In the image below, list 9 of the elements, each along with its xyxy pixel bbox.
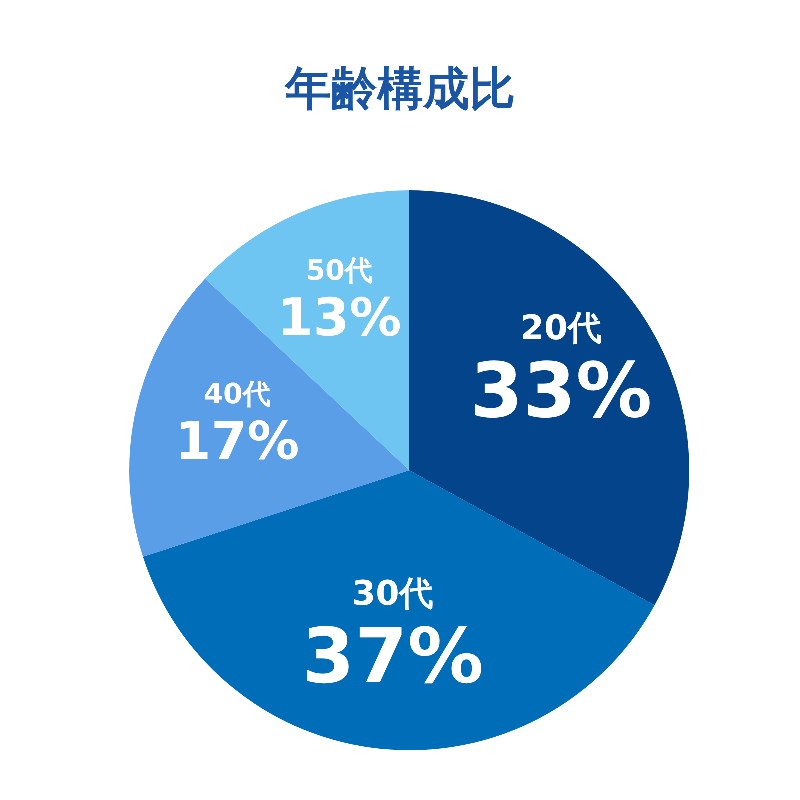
slice-label: 40代 [204, 378, 271, 411]
slice-label: 20代 [520, 308, 602, 349]
slice-label: 30代 [352, 574, 434, 614]
data-label: 17% [175, 412, 300, 472]
slice-label: 50代 [306, 254, 373, 288]
data-label: 33% [470, 346, 652, 436]
chart-title: 年齢構成比 [284, 62, 516, 116]
data-label: 37% [302, 612, 484, 701]
data-label: 13% [277, 288, 402, 349]
